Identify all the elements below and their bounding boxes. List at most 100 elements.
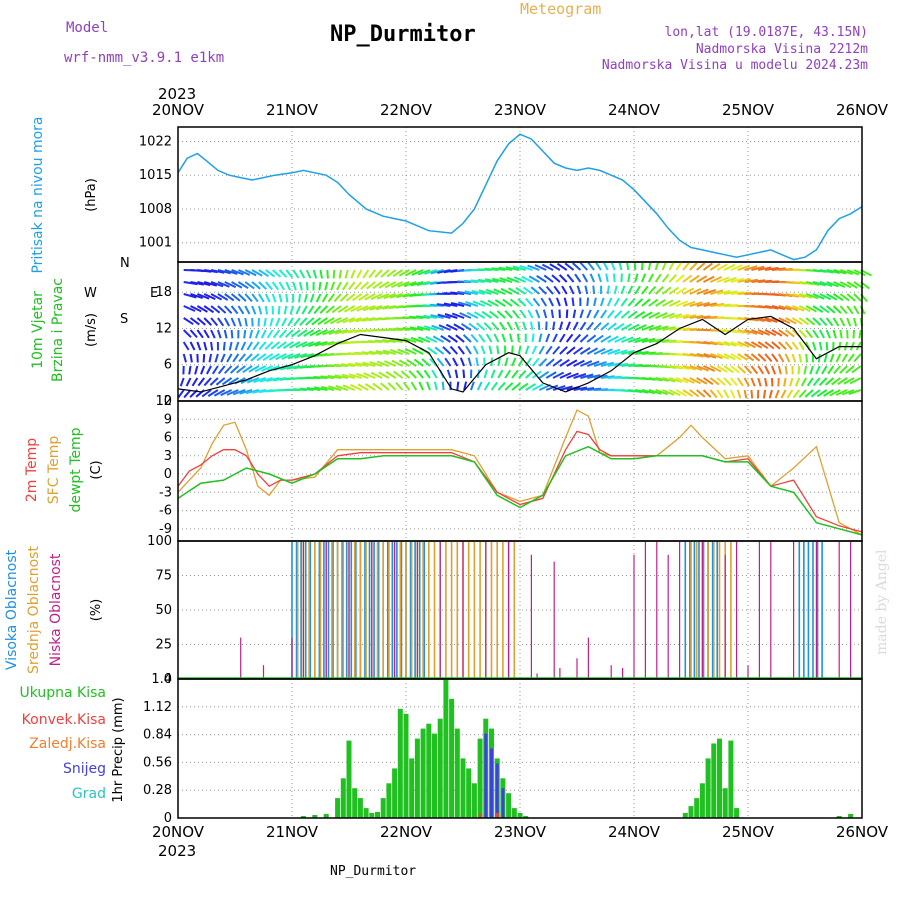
wind-barb [189, 317, 200, 326]
wind-barb [696, 288, 709, 295]
temp-y-tick-label: -6 [159, 504, 172, 519]
wind-barb [565, 321, 571, 331]
wind-barb [846, 305, 854, 315]
wind-barb [559, 346, 568, 355]
wind-barb [203, 329, 210, 339]
wind-barb [376, 360, 390, 367]
wind-barb [214, 353, 219, 363]
wind-barb [750, 377, 756, 387]
wind-barb [329, 317, 342, 325]
wind-barb [217, 293, 229, 301]
model-label: Model [66, 20, 109, 36]
wind-barb [552, 358, 563, 367]
wind-barb [298, 293, 301, 303]
wind-barb [613, 310, 623, 319]
wind-barb [723, 377, 732, 386]
wind-barb [744, 278, 759, 283]
wind-barb [491, 321, 500, 331]
x-tick-label-bottom: 25NOV [722, 823, 775, 841]
wind-barb [730, 365, 740, 374]
wind-barb [819, 317, 828, 327]
wind-barb [217, 281, 230, 288]
precip-bar [682, 813, 688, 818]
wind-barb [800, 377, 808, 387]
wind-barb [696, 365, 709, 372]
wind-barb [558, 321, 564, 331]
wind-barb [226, 353, 233, 363]
wind-barb [522, 321, 527, 331]
wind-barb [295, 305, 301, 315]
wind-barb [430, 269, 444, 275]
wind-barb [750, 353, 761, 362]
wind-barb [552, 321, 556, 331]
wind-barb [538, 370, 550, 379]
wind-barb [647, 261, 652, 271]
watermark-text: made by Angel [874, 549, 890, 655]
wind-barb [213, 389, 226, 397]
wind-barb [183, 389, 192, 399]
wind-barb [203, 317, 213, 326]
wind-barb [284, 329, 294, 338]
wind-barb [545, 384, 559, 391]
wind-barb [300, 353, 314, 359]
wind-barb [512, 265, 526, 271]
wind-barb [627, 285, 634, 295]
wind-barb [511, 369, 519, 379]
wind-barb [437, 313, 451, 319]
wind-barb [805, 281, 820, 286]
wind-barb [675, 287, 687, 295]
wind-barb [817, 353, 821, 363]
wind-barb [812, 281, 827, 287]
wind-barb [709, 262, 721, 271]
wind-barb [579, 347, 591, 355]
wind-unit-label: (m/s) [84, 313, 99, 347]
wind-barb [278, 329, 288, 339]
wind-barb [429, 358, 438, 367]
wind-barb [237, 317, 242, 327]
wind-barb [224, 281, 237, 289]
wind-barb [196, 329, 204, 339]
wind-barb [552, 345, 561, 355]
x-tick-label-bottom: 20NOV [152, 823, 205, 841]
cloud-y-tick-label: 100 [147, 534, 172, 549]
wind-barb [251, 281, 261, 290]
wind-barb [362, 361, 376, 367]
wind-barb [804, 389, 814, 398]
wind-barb [477, 278, 492, 283]
wind-barb [494, 299, 506, 307]
wind-barb [634, 273, 639, 283]
wind-barb [203, 281, 218, 287]
wind-barb [737, 365, 747, 374]
wind-barb [576, 285, 582, 295]
sfc-temp-label: SFC Temp [46, 436, 62, 505]
wind-barb [661, 273, 670, 283]
wind-barb [592, 285, 596, 295]
wind-barb [702, 377, 714, 386]
wind-barb [586, 347, 599, 355]
wind-barb [209, 377, 219, 386]
wind-barb [413, 358, 424, 367]
wind-barb [812, 377, 821, 387]
cloud-y-tick-label: 50 [155, 603, 172, 618]
wind-barb [285, 293, 289, 303]
wind-barb [621, 349, 635, 355]
wind-barb [710, 353, 723, 360]
wind-barb [224, 293, 235, 302]
wind-barb [324, 281, 329, 291]
wind-barb [208, 353, 213, 363]
wind-barb [251, 317, 254, 327]
wind-barb [805, 329, 813, 339]
wind-barb [479, 299, 492, 307]
wind-barb [408, 370, 417, 379]
wind-barb [258, 281, 267, 290]
wind-barb [564, 262, 575, 271]
wind-barb [716, 353, 730, 360]
wind-barb [183, 317, 194, 326]
wind-barb [411, 269, 424, 276]
wind-barb [668, 299, 681, 307]
wind-barb [771, 329, 783, 337]
wind-barb [558, 274, 568, 283]
wind-barb [217, 317, 225, 327]
wind-barb [675, 365, 690, 370]
precip-bar [312, 815, 318, 818]
